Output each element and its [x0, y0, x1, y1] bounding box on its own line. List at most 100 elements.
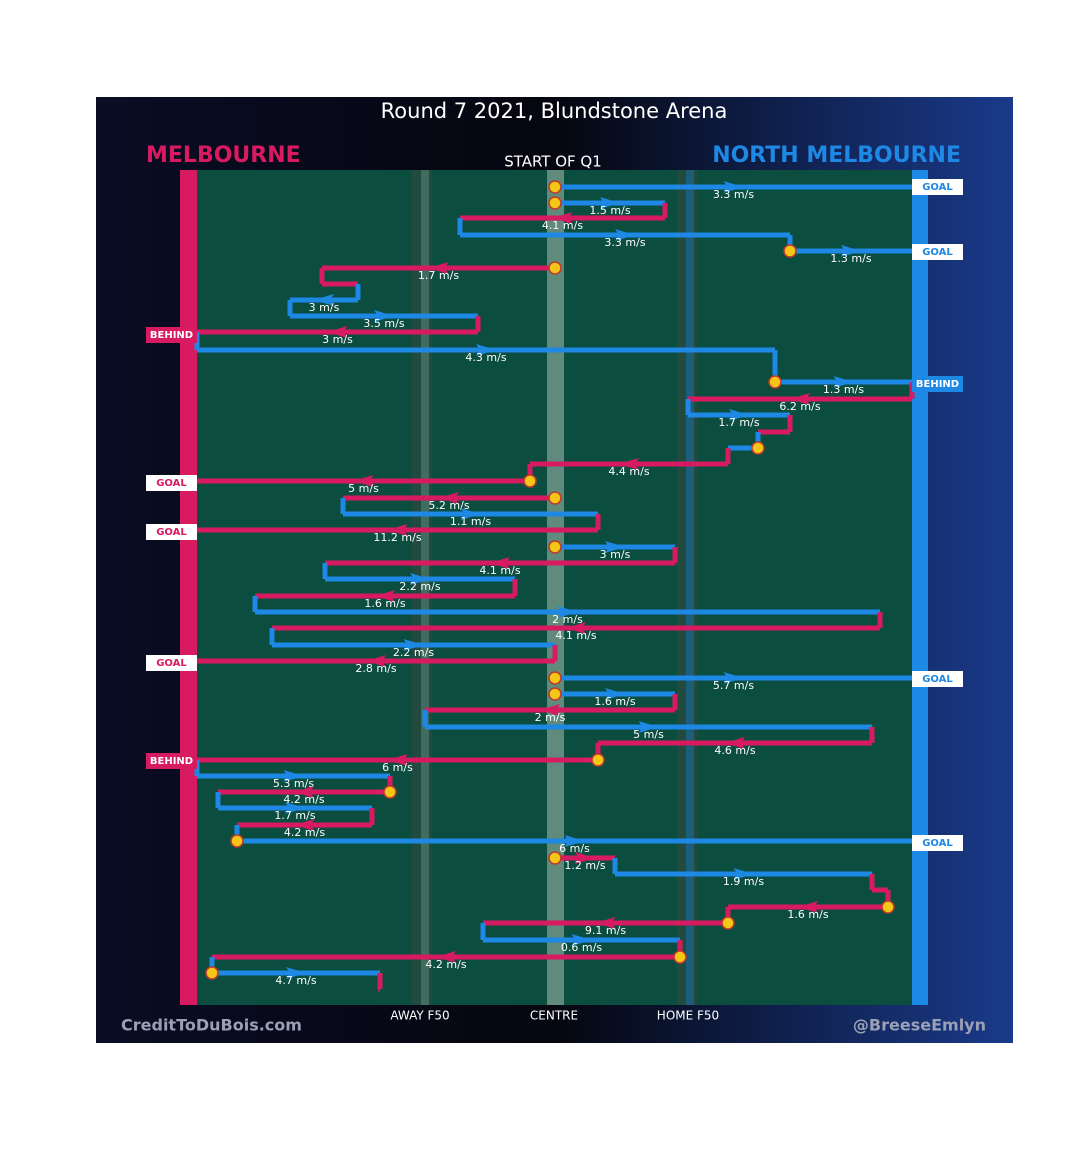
speed-label: 1.6 m/s [594, 695, 635, 708]
speed-label: 5 m/s [633, 728, 664, 741]
chain-start [768, 375, 782, 389]
chain-start [230, 834, 244, 848]
arrow [375, 590, 395, 602]
chain-start [721, 916, 735, 930]
arrow [294, 786, 314, 798]
speed-label: 2 m/s [535, 711, 566, 724]
speed-label: 5.3 m/s [273, 777, 314, 790]
outcome-badge [912, 376, 963, 392]
credit-right: @BreeseEmlyn [853, 1016, 986, 1035]
arrow [619, 458, 639, 470]
speed-label: 1.7 m/s [718, 416, 759, 429]
speed-label: 4.1 m/s [479, 564, 520, 577]
speed-label: 4.6 m/s [714, 744, 755, 757]
speed-label: 1.3 m/s [823, 383, 864, 396]
speed-label: 3.3 m/s [604, 236, 645, 249]
chain-start [783, 244, 797, 258]
outcome-badge [912, 244, 963, 260]
arrow [540, 704, 560, 716]
speed-label: 1.5 m/s [589, 204, 630, 217]
arrow [387, 524, 408, 536]
arrow [460, 508, 481, 520]
chain-start [591, 753, 605, 767]
speed-label: 1.6 m/s [787, 908, 828, 921]
arrow [575, 852, 595, 864]
arrow [353, 475, 374, 487]
outcome-label: BEHIND [150, 756, 193, 767]
chain-start [548, 491, 562, 505]
arrow [403, 639, 424, 651]
speed-label: 3 m/s [309, 301, 340, 314]
speed-label: 5.7 m/s [713, 679, 754, 692]
arrow [595, 917, 616, 929]
outcome-label: BEHIND [916, 379, 959, 390]
arrow [600, 197, 620, 209]
outcome-label: GOAL [922, 182, 953, 193]
field-label: CENTRE [530, 1009, 578, 1023]
arrow [387, 754, 408, 766]
arrow [566, 622, 586, 634]
outcome-badge [146, 655, 197, 671]
chain-start [751, 441, 765, 455]
arrow [557, 606, 578, 618]
arrow [490, 557, 510, 569]
arrow [790, 393, 810, 405]
title: Round 7 2021, Blundstone Arena [381, 99, 728, 123]
outcome-badge [912, 671, 963, 687]
speed-label: 6.2 m/s [779, 400, 820, 413]
speed-label: 1.1 m/s [450, 515, 491, 528]
outcome-label: GOAL [922, 674, 953, 685]
arrow [638, 721, 659, 733]
speed-label: 1.7 m/s [274, 809, 315, 822]
speed-label: 4.4 m/s [608, 465, 649, 478]
arrow [615, 229, 635, 241]
arrow [283, 770, 304, 782]
arrow [436, 951, 456, 963]
chain-start [548, 687, 562, 701]
outcome-badge [146, 524, 197, 540]
arrow [571, 934, 592, 946]
outcome-label: GOAL [156, 658, 187, 669]
speed-label: 2.2 m/s [399, 580, 440, 593]
outcome-label: GOAL [156, 527, 187, 538]
arrow [314, 294, 334, 306]
arrow [366, 655, 386, 667]
outcome-label: GOAL [922, 838, 953, 849]
speed-label: 4.1 m/s [555, 629, 596, 642]
arrow [286, 967, 306, 979]
speed-label: 3 m/s [600, 548, 631, 561]
chain-start [523, 474, 537, 488]
chain-start [548, 196, 562, 210]
outcome-label: GOAL [156, 478, 187, 489]
speed-label: 4.1 m/s [542, 219, 583, 232]
speed-label: 1.6 m/s [364, 597, 405, 610]
left-goal-bar [180, 170, 197, 1005]
chain-start [673, 950, 687, 964]
arrow [564, 835, 585, 847]
speed-label: 11.2 m/s [373, 531, 421, 544]
chain-start [383, 785, 397, 799]
outcome-badge [146, 327, 197, 343]
arrow [327, 326, 348, 338]
outcome-badge [912, 835, 963, 851]
chain-start [548, 180, 562, 194]
speed-label: 4.7 m/s [275, 974, 316, 987]
speed-label: 2.8 m/s [355, 662, 396, 675]
arrow [410, 573, 430, 585]
speed-label: 4.2 m/s [284, 826, 325, 839]
arrow [841, 245, 861, 257]
home-f50-line [686, 170, 694, 1005]
arrow [552, 212, 573, 224]
speed-label: 3 m/s [322, 333, 353, 346]
arrow [439, 492, 459, 504]
right-goal-bar [912, 170, 928, 1005]
speed-label: 6 m/s [559, 842, 590, 855]
speed-label: 1.9 m/s [723, 875, 764, 888]
speed-label: 4.3 m/s [465, 351, 506, 364]
speed-label: 2.2 m/s [393, 646, 434, 659]
speed-label: 3.3 m/s [713, 188, 754, 201]
field-label: HOME F50 [657, 1009, 719, 1023]
arrow [725, 737, 745, 749]
team-left: MELBOURNE [146, 143, 301, 168]
speed-label: 0.6 m/s [561, 941, 602, 954]
